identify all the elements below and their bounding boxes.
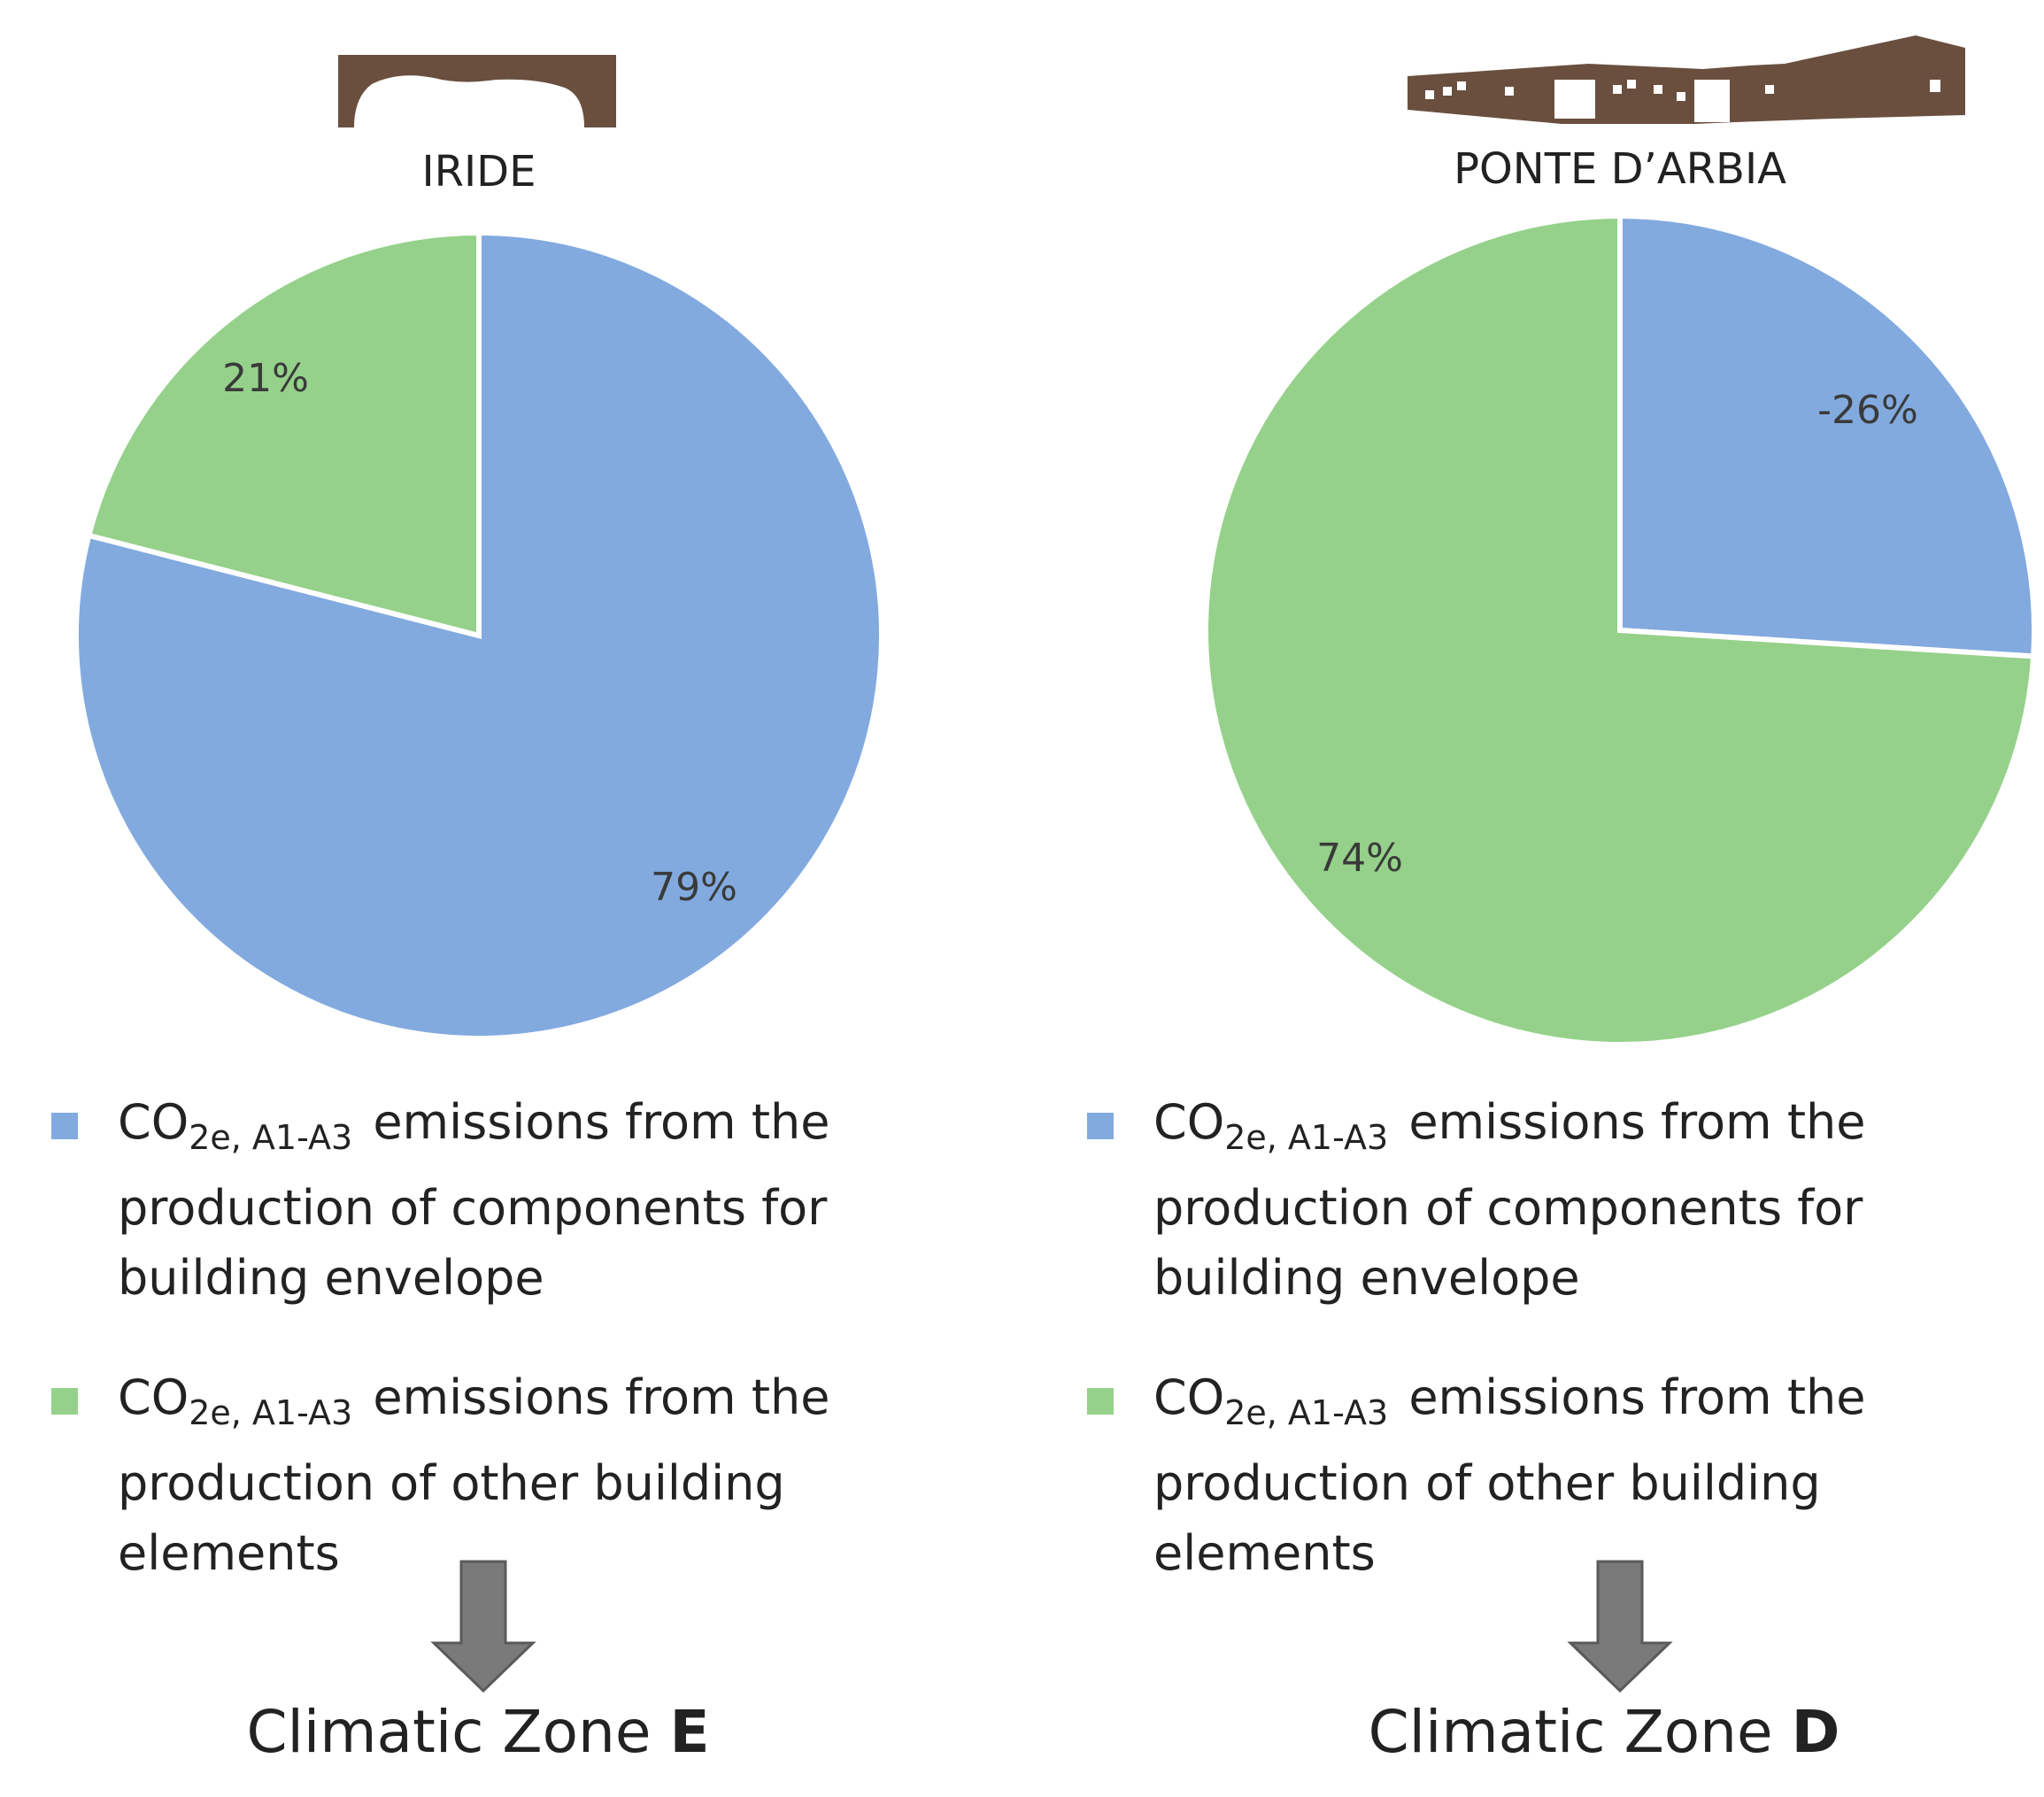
climatic-zone-letter: D bbox=[1791, 1698, 1840, 1766]
legend-text-other: emissions from the production of other b… bbox=[1153, 1369, 1866, 1581]
pie-data-labels: 21% 79% bbox=[222, 356, 737, 910]
building-iride-icon bbox=[338, 55, 616, 127]
slice-label-envelope: -26% bbox=[1817, 388, 1918, 433]
pie-slice-envelope bbox=[1617, 212, 2037, 659]
legend-co2: CO bbox=[1153, 1369, 1225, 1425]
legend-co2: CO bbox=[118, 1369, 189, 1425]
legend-swatch-envelope bbox=[51, 1113, 78, 1139]
slice-label-other: 74% bbox=[1316, 836, 1403, 881]
pie-slices bbox=[1203, 212, 2037, 1047]
chart-title: PONTE D’ARBIA bbox=[1454, 144, 1786, 194]
legend-subscript: 2e, A1-A3 bbox=[1224, 1393, 1389, 1432]
slice-label-other: 21% bbox=[222, 356, 309, 401]
legend-subscript: 2e, A1-A3 bbox=[1224, 1118, 1389, 1157]
legend-item-other: CO2e, A1-A3 emissions from the productio… bbox=[1078, 1362, 2017, 1588]
pie-slice-other bbox=[1203, 212, 2037, 1047]
legend-text-envelope: emissions from the production of compone… bbox=[1153, 1094, 1866, 1306]
chart-panel-ponte-darbia: PONTE D’ARBIA -26% 74% CO2e, A1-A3 emiss… bbox=[1022, 0, 2043, 1797]
legend-text-envelope: emissions from the production of compone… bbox=[118, 1094, 830, 1306]
legend-swatch-envelope bbox=[1087, 1113, 1114, 1139]
pie-slices bbox=[73, 229, 884, 1041]
down-arrow-icon bbox=[1567, 1560, 1673, 1693]
legend-item-other: CO2e, A1-A3 emissions from the productio… bbox=[42, 1362, 981, 1588]
chart-title: IRIDE bbox=[422, 147, 536, 197]
climatic-zone-label: Climatic Zone E bbox=[0, 1698, 956, 1766]
down-arrow-icon bbox=[430, 1560, 536, 1693]
legend: CO2e, A1-A3 emissions from the productio… bbox=[1078, 1087, 2017, 1588]
legend-co2: CO bbox=[118, 1094, 189, 1150]
climatic-zone-letter: E bbox=[669, 1698, 710, 1766]
pie-slice-other bbox=[85, 229, 482, 639]
legend-swatch-other bbox=[51, 1388, 78, 1415]
climatic-zone-label: Climatic Zone D bbox=[1126, 1698, 2044, 1766]
slice-label-envelope: 79% bbox=[651, 865, 737, 910]
legend-swatch-other bbox=[1087, 1388, 1114, 1415]
building-ponte-darbia-icon bbox=[1408, 35, 1965, 124]
pie-chart-ponte-darbia: PONTE D’ARBIA -26% 74% bbox=[1203, 35, 2037, 1047]
legend-text-other: emissions from the production of other b… bbox=[118, 1369, 830, 1581]
legend-subscript: 2e, A1-A3 bbox=[189, 1118, 353, 1157]
legend-item-envelope: CO2e, A1-A3 emissions from the productio… bbox=[42, 1087, 981, 1313]
legend-subscript: 2e, A1-A3 bbox=[189, 1393, 353, 1432]
legend-co2: CO bbox=[1153, 1094, 1225, 1150]
legend: CO2e, A1-A3 emissions from the productio… bbox=[42, 1087, 981, 1588]
legend-item-envelope: CO2e, A1-A3 emissions from the productio… bbox=[1078, 1087, 2017, 1313]
pie-data-labels: -26% 74% bbox=[1316, 388, 1918, 881]
climatic-zone-text: Climatic Zone bbox=[246, 1698, 652, 1766]
chart-panel-iride: IRIDE 21% 79% CO2e, A1-A3 emissions from… bbox=[0, 55, 981, 1766]
pie-chart-iride: IRIDE 21% 79% bbox=[73, 55, 884, 1041]
climatic-zone-text: Climatic Zone bbox=[1368, 1698, 1773, 1766]
